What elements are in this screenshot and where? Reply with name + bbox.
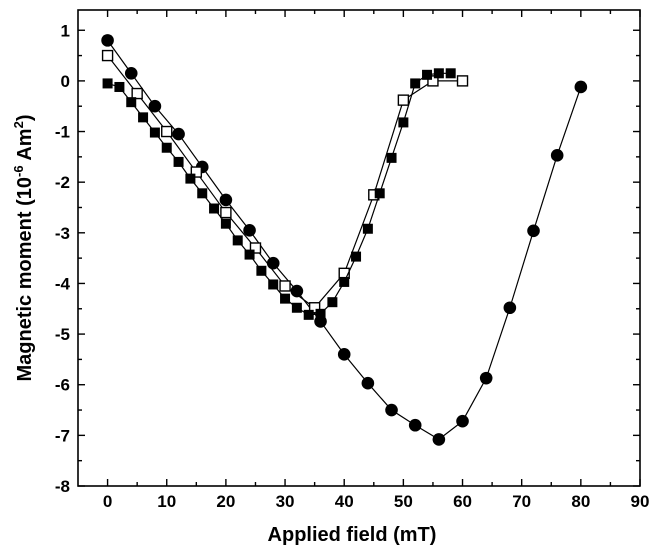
data-point xyxy=(148,99,162,113)
y-tick-label: -3 xyxy=(55,224,70,243)
data-point xyxy=(268,279,279,290)
x-tick-label: 10 xyxy=(157,492,176,511)
data-point xyxy=(266,256,280,270)
data-point xyxy=(422,69,433,80)
data-point xyxy=(161,125,173,138)
series-line xyxy=(107,40,582,441)
data-point xyxy=(503,301,517,315)
data-point xyxy=(172,127,185,141)
data-point xyxy=(220,218,231,229)
data-point xyxy=(427,75,439,87)
data-point xyxy=(410,78,421,89)
x-tick-label: 60 xyxy=(453,492,472,511)
y-tick-label: -5 xyxy=(55,325,70,344)
y-tick-label: -6 xyxy=(55,376,70,395)
data-point xyxy=(432,433,446,446)
data-point xyxy=(249,242,262,254)
data-point xyxy=(101,49,114,62)
y-axis-title: Magnetic moment (10-6 Am2) xyxy=(11,115,36,382)
data-point xyxy=(101,34,114,47)
x-axis-title: Applied field (mT) xyxy=(268,524,437,546)
data-point xyxy=(290,284,304,298)
data-point xyxy=(102,78,113,89)
data-point xyxy=(456,75,469,87)
y-tick-label: 0 xyxy=(61,72,70,91)
data-point xyxy=(197,188,208,199)
x-tick-label: 80 xyxy=(571,492,590,511)
x-tick-label: 40 xyxy=(335,492,354,511)
data-point xyxy=(173,156,184,167)
data-point xyxy=(244,249,255,260)
x-tick-label: 30 xyxy=(276,492,295,511)
data-point xyxy=(456,414,469,428)
data-point xyxy=(550,149,564,162)
data-point xyxy=(385,403,398,417)
data-point xyxy=(161,142,172,153)
data-point xyxy=(479,371,493,385)
data-point xyxy=(114,81,125,92)
data-point xyxy=(131,87,143,100)
data-point xyxy=(291,302,302,313)
data-point xyxy=(386,152,397,163)
y-tick-label: -1 xyxy=(55,123,70,142)
data-point xyxy=(256,265,267,276)
data-point xyxy=(303,309,314,320)
data-point xyxy=(397,94,410,106)
data-point xyxy=(209,203,220,214)
series-line xyxy=(107,55,463,309)
data-point xyxy=(351,251,362,262)
data-point xyxy=(280,293,291,304)
data-point xyxy=(337,348,351,361)
data-point xyxy=(408,418,422,432)
data-point xyxy=(149,127,160,138)
data-point xyxy=(243,223,256,237)
data-point xyxy=(124,66,138,80)
data-point xyxy=(362,223,373,234)
x-tick-label: 0 xyxy=(103,492,112,511)
data-point xyxy=(433,68,444,79)
data-point xyxy=(445,68,456,79)
y-tick-label: -7 xyxy=(55,426,70,445)
x-tick-label: 20 xyxy=(216,492,235,511)
data-point xyxy=(315,308,326,319)
x-tick-label: 90 xyxy=(631,492,650,511)
data-series xyxy=(101,34,588,446)
data-point xyxy=(220,206,232,219)
y-tick-label: -8 xyxy=(55,477,70,496)
data-point xyxy=(190,166,203,178)
plot-frame xyxy=(77,9,641,487)
series-2 xyxy=(101,49,469,314)
series-1 xyxy=(101,34,588,446)
x-tick-label: 70 xyxy=(512,492,531,511)
data-point xyxy=(126,97,137,108)
data-point xyxy=(361,376,375,390)
data-point xyxy=(279,280,291,292)
data-point xyxy=(138,112,149,123)
data-point xyxy=(527,224,540,238)
data-point xyxy=(185,173,196,184)
y-tick-label: 1 xyxy=(61,21,70,40)
y-tick-label: -2 xyxy=(55,173,70,192)
data-point xyxy=(219,193,233,207)
y-tick-label: -4 xyxy=(55,274,71,293)
data-point xyxy=(398,117,409,128)
data-point xyxy=(308,302,321,314)
data-point xyxy=(374,188,385,199)
data-point xyxy=(232,235,243,246)
x-tick-label: 50 xyxy=(394,492,413,511)
series-3 xyxy=(102,68,456,320)
data-point xyxy=(574,80,588,94)
data-point xyxy=(339,276,350,287)
data-point xyxy=(327,297,338,308)
